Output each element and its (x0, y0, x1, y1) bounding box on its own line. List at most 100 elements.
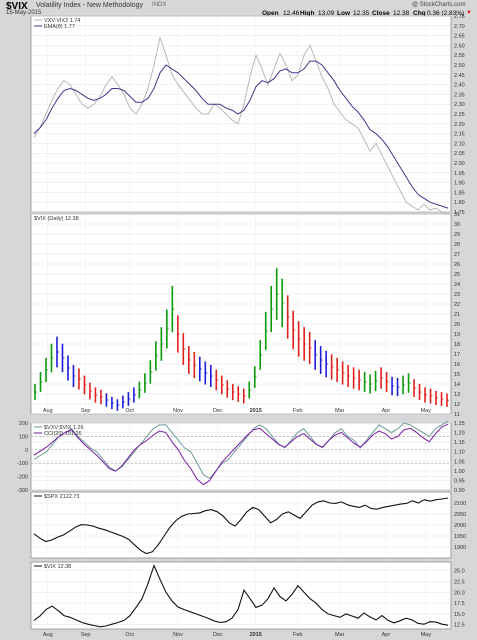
ratio-tick-label: 1.90 (454, 181, 465, 187)
vix-close-tick-label: 20.0 (454, 590, 465, 596)
spx-tick-label: 1950 (454, 534, 466, 540)
price-x-label: Oct (125, 408, 134, 414)
ratio-tick-label: 1.85 (454, 190, 465, 196)
ratio-tick-label: 1.95 (454, 171, 465, 177)
ratio-tick-label: 2.65 (454, 34, 465, 40)
price-x-label: Mar (335, 408, 345, 414)
open-label: Open (262, 10, 279, 17)
price-x-label: 2015 (250, 408, 262, 414)
ratio-tick-label: 2.40 (454, 83, 465, 89)
cci-right-tick-label: 1.20 (454, 431, 465, 437)
close-value: 12.38 (393, 10, 410, 17)
spx-tick-label: 2050 (454, 512, 466, 518)
quote-date: 15-May-2015 (6, 10, 42, 16)
cci-right-tick-label: 1.15 (454, 440, 465, 446)
vix-close-x-label: Apr (382, 632, 391, 638)
symbol-title: $VIX (6, 1, 28, 12)
ratio-tick-label: 2.35 (454, 92, 465, 98)
vix-close-x-label: Feb (293, 632, 302, 638)
price-tick-label: 12 (454, 402, 460, 408)
cci-left-tick-label: -200 (17, 475, 28, 481)
cci-series-cci20 (33, 423, 449, 486)
ratio-tick-label: 2.45 (454, 73, 465, 79)
price-tick-label: 20 (454, 322, 460, 328)
instrument-name: Volatility Index - New Methodology (36, 2, 143, 9)
price-tick-label: 26 (454, 262, 460, 268)
cci-right-tick-label: 1.25 (454, 421, 465, 427)
price-tick-label: 16 (454, 362, 460, 368)
price-tick-label: 11 (454, 412, 460, 418)
ratio-tick-label: 2.55 (454, 53, 465, 59)
low-value: 12.35 (353, 10, 370, 17)
ratio-tick-label: 2.20 (454, 122, 465, 128)
price-tick-label: 28 (454, 242, 460, 248)
cci-left-tick-label: -300 (17, 488, 28, 494)
price-tick-label: 19 (454, 332, 460, 338)
price-legend-entry: $VIX (Daily) 12.38 (34, 216, 79, 222)
vix-close-legend-entry: $VIX 12.38 (44, 564, 71, 570)
vix-close-tick-label: 15.0 (454, 612, 465, 618)
ratio-tick-label: 2.05 (454, 151, 465, 157)
cci-left-tick-label: 200 (19, 421, 28, 427)
copyright: @ StockCharts.com (412, 2, 466, 8)
ratio-tick-label: 1.80 (454, 200, 465, 206)
price-tick-label: 25 (454, 272, 460, 278)
ratio-tick-label: 2.10 (454, 141, 465, 147)
ratio-tick-label: 1.75 (454, 210, 465, 216)
low-label: Low (337, 10, 350, 17)
price-tick-label: 29 (454, 232, 460, 238)
price-x-label: Feb (293, 408, 302, 414)
vix-close-tick-label: 22.5 (454, 579, 465, 585)
vix-close-x-label: Nov (173, 632, 183, 638)
ratio-tick-label: 2.25 (454, 112, 465, 118)
price-tick-label: 15 (454, 372, 460, 378)
price-tick-label: 14 (454, 382, 460, 388)
cci-left-tick-label: 0 (25, 448, 28, 454)
price-x-label: Apr (382, 408, 391, 414)
cci-right-tick-label: 1.00 (454, 469, 465, 475)
cci-series-vxv-vix (33, 420, 449, 480)
vix-close-tick-label: 25.0 (454, 569, 465, 575)
ratio-tick-label: 2.15 (454, 132, 465, 138)
ratio-series-vxv-vix2 (33, 35, 449, 215)
cci-right-tick-label: 0.90 (454, 488, 465, 494)
ratio-tick-label: 2.30 (454, 102, 465, 108)
ratio-tick-label: 2.75 (454, 14, 465, 20)
price-tick-label: 22 (454, 302, 460, 308)
cci-left-tick-label: 100 (19, 434, 28, 440)
high-label: High (300, 10, 315, 17)
spx-series-spx (33, 497, 449, 555)
spx-legend-entry: $SPX 2122.73 (44, 494, 79, 500)
price-x-label: Sep (81, 408, 91, 414)
vix-close-panel (30, 561, 452, 630)
price-tick-label: 17 (454, 352, 460, 358)
vix-close-series-vix (33, 563, 449, 628)
chg-value: 0.36 (2.83%) (427, 10, 465, 17)
high-value: 13.09 (318, 10, 335, 17)
price-tick-label: 27 (454, 252, 460, 258)
cci-right-tick-label: 1.10 (454, 450, 465, 456)
ratio-series-ema8 (33, 60, 449, 209)
price-tick-label: 18 (454, 342, 460, 348)
price-tick-label: 13 (454, 392, 460, 398)
vix-close-x-label: Mar (335, 632, 345, 638)
price-tick-label: 21 (454, 312, 460, 318)
vix-close-tick-label: 12.5 (454, 623, 465, 629)
ratio-tick-label: 2.00 (454, 161, 465, 167)
price-x-label: Dec (213, 408, 223, 414)
price-x-label: Aug (43, 408, 53, 414)
vix-close-x-label: Sep (81, 632, 91, 638)
vix-close-x-label: Dec (213, 632, 223, 638)
vix-close-x-label: Oct (125, 632, 134, 638)
vix-close-x-label: Aug (43, 632, 53, 638)
exchange-label: INDX (152, 2, 167, 8)
chart-header: $VIX Volatility Index - New Methodology … (0, 0, 477, 17)
cci-right-tick-label: 1.05 (454, 459, 465, 465)
price-tick-label: 30 (454, 222, 460, 228)
open-value: 12.46 (283, 10, 300, 17)
ratio-tick-label: 2.70 (454, 24, 465, 30)
ratio-legend-entry: VXV:VIX2 1.74 (44, 18, 81, 24)
vix-close-x-label: 2015 (250, 632, 262, 638)
spx-tick-label: 2000 (454, 523, 466, 529)
